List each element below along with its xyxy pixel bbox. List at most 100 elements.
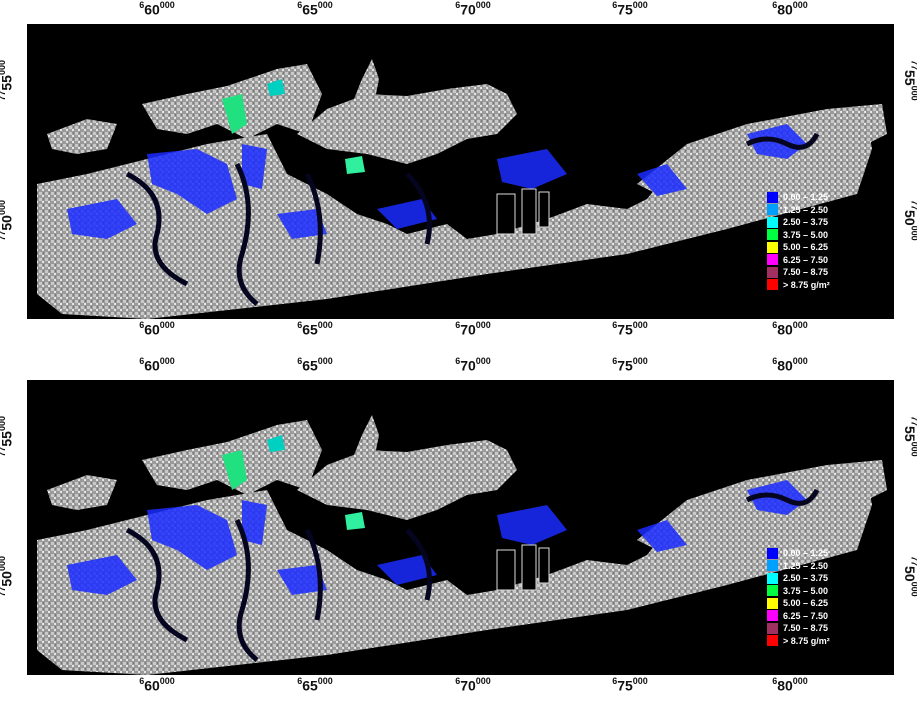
x-tick-label: 665000 [297, 676, 333, 694]
legend-label: 5.00 – 6.25 [783, 242, 829, 253]
legend-label: 0.00 – 1.25 [783, 548, 829, 559]
legend-label: 3.75 – 5.00 [783, 229, 829, 240]
land-area [47, 119, 117, 154]
legend-item: 6.25 – 7.50 [767, 254, 830, 267]
legend-item: 1.25 – 2.50 [767, 204, 830, 217]
x-tick-label: 660000 [139, 676, 175, 694]
high-biomass-area [345, 512, 365, 530]
map-panel-bottom: 0.00 – 1.25 1.25 – 2.50 2.50 – 3.75 3.75 – … [0, 356, 917, 706]
dock-basin [521, 188, 537, 235]
tidal-channel [304, 172, 323, 265]
legend-label: 6.25 – 7.50 [783, 610, 829, 621]
low-biomass-area [242, 500, 267, 545]
x-tick-label: 660000 [139, 320, 175, 338]
tidal-channel [125, 527, 189, 643]
legend-label: > 8.75 g/m² [783, 635, 830, 646]
legend-item: 6.25 – 7.50 [767, 610, 830, 623]
legend-item: > 8.75 g/m² [767, 279, 830, 292]
x-tick-label: 665000 [297, 320, 333, 338]
high-biomass-area [345, 156, 365, 174]
low-biomass-area [497, 149, 567, 189]
legend-swatch [767, 279, 778, 291]
low-biomass-area [67, 199, 137, 239]
legend-item: 5.00 – 6.25 [767, 597, 830, 610]
low-biomass-area [242, 144, 267, 189]
legend-label: 2.50 – 3.75 [783, 217, 829, 228]
tidal-channel [125, 171, 189, 287]
legend-swatch [767, 635, 778, 647]
x-tick-label: 670000 [455, 356, 491, 374]
legend: 0.00 – 1.25 1.25 – 2.50 2.50 – 3.75 3.75 – … [767, 547, 830, 647]
x-tick-label: 670000 [455, 676, 491, 694]
x-tick-label: 675000 [612, 356, 648, 374]
legend-swatch [767, 191, 778, 203]
tidal-channel [234, 518, 259, 662]
legend-swatch [767, 241, 778, 253]
land-area [352, 59, 379, 104]
y-tick-label: 7750000 [901, 556, 917, 597]
marsh-map-image [37, 59, 887, 319]
legend-swatch [767, 229, 778, 241]
low-biomass-area [497, 505, 567, 545]
legend-swatch [767, 254, 778, 266]
low-biomass-area [67, 555, 137, 595]
y-tick-label: 7755000 [0, 60, 15, 101]
map-frame: 0.00 – 1.25 1.25 – 2.50 2.50 – 3.75 3.75 – … [27, 380, 894, 675]
low-biomass-area [377, 199, 437, 229]
land-area [297, 440, 517, 520]
legend-label: 3.75 – 5.00 [783, 585, 829, 596]
legend-item: 0.00 – 1.25 [767, 191, 830, 204]
legend-swatch [767, 622, 778, 634]
tidal-channel [405, 172, 432, 245]
high-biomass-area [267, 435, 285, 452]
y-tick-label: 7750000 [0, 556, 15, 597]
high-biomass-area [222, 450, 247, 490]
legend: 0.00 – 1.25 1.25 – 2.50 2.50 – 3.75 3.75 – … [767, 191, 830, 291]
tidal-channel [304, 528, 323, 621]
legend-label: 6.25 – 7.50 [783, 254, 829, 265]
x-tick-label: 670000 [455, 320, 491, 338]
y-tick-label: 7755000 [901, 416, 917, 457]
legend-label: 7.50 – 8.75 [783, 623, 829, 634]
dock-basin [496, 193, 516, 235]
land-area [352, 415, 379, 460]
x-tick-label: 660000 [139, 356, 175, 374]
x-tick-label: 660000 [139, 0, 175, 18]
legend-item: 0.00 – 1.25 [767, 547, 830, 560]
low-biomass-area [637, 164, 687, 196]
legend-item: 7.50 – 8.75 [767, 266, 830, 279]
tidal-channel [234, 162, 259, 306]
low-biomass-area [147, 149, 237, 214]
legend-item: 2.50 – 3.75 [767, 216, 830, 229]
legend-swatch [767, 266, 778, 278]
tidal-channel [405, 528, 432, 601]
y-tick-label: 7750000 [901, 200, 917, 241]
x-tick-label: 675000 [612, 676, 648, 694]
legend-swatch [767, 547, 778, 559]
legend-swatch [767, 204, 778, 216]
dock-basin [538, 547, 550, 584]
low-biomass-area [277, 565, 327, 595]
high-biomass-area [222, 94, 247, 134]
dock-basin [538, 191, 550, 228]
y-tick-label: 7755000 [0, 416, 15, 457]
legend-label: 1.25 – 2.50 [783, 204, 829, 215]
legend-swatch [767, 572, 778, 584]
legend-swatch [767, 560, 778, 572]
dock-basin [496, 549, 516, 591]
legend-item: 2.50 – 3.75 [767, 572, 830, 585]
legend-item: > 8.75 g/m² [767, 635, 830, 648]
x-tick-label: 680000 [772, 320, 808, 338]
marsh-map-image [37, 415, 887, 675]
legend-label: 0.00 – 1.25 [783, 192, 829, 203]
legend-label: 2.50 – 3.75 [783, 573, 829, 584]
dock-basin [521, 544, 537, 591]
legend-item: 1.25 – 2.50 [767, 560, 830, 573]
low-biomass-area [277, 209, 327, 239]
land-area [297, 84, 517, 164]
legend-swatch [767, 597, 778, 609]
y-tick-label: 7750000 [0, 200, 15, 241]
legend-item: 3.75 – 5.00 [767, 229, 830, 242]
map-panel-top: 0.00 – 1.25 1.25 – 2.50 2.50 – 3.75 3.75 – … [0, 0, 917, 350]
tidal-channel [745, 132, 820, 150]
